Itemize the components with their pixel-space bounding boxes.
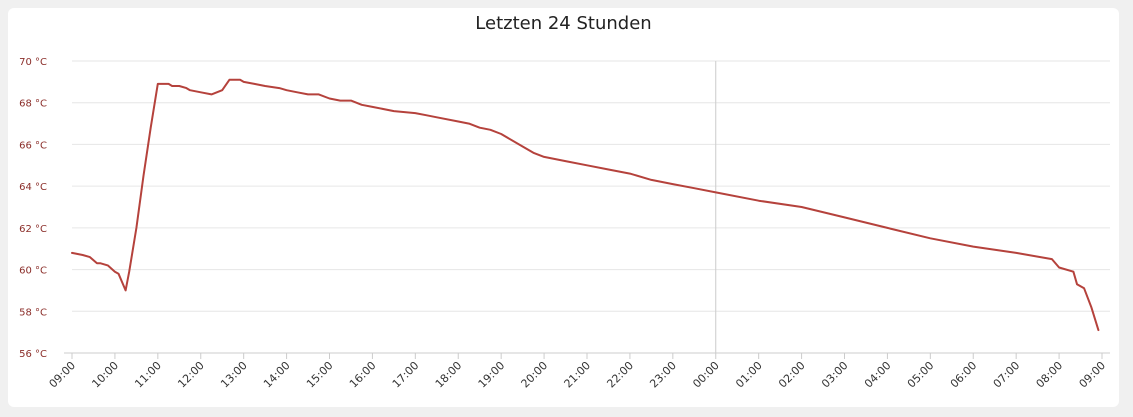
series-layer bbox=[71, 78, 1100, 332]
x-tick-label: 06:00 bbox=[948, 359, 980, 391]
axes bbox=[64, 61, 1110, 359]
y-axis-labels: 56 °C 58 °C 60 °C 62 °C 64 °C 66 °C 68 °C 70 °C bbox=[19, 57, 47, 360]
x-tick-label: 03:00 bbox=[819, 359, 851, 391]
x-tick-label: 09:00 bbox=[1077, 359, 1109, 391]
x-tick-label: 19:00 bbox=[476, 359, 508, 391]
x-tick-label: 00:00 bbox=[690, 359, 722, 391]
x-tick-label: 09:00 bbox=[47, 359, 79, 391]
y-tick-label: 58 °C bbox=[19, 307, 47, 318]
chart-title: Letzten 24 Stunden bbox=[475, 13, 652, 34]
x-tick-label: 07:00 bbox=[991, 359, 1023, 391]
x-tick-label: 04:00 bbox=[862, 359, 894, 391]
y-tick-label: 64 °C bbox=[19, 182, 47, 193]
x-tick-label: 14:00 bbox=[261, 359, 293, 391]
x-tick-label: 20:00 bbox=[519, 359, 551, 391]
y-tick-label: 56 °C bbox=[19, 349, 47, 360]
x-tick-label: 05:00 bbox=[905, 359, 937, 391]
x-tick-label: 17:00 bbox=[390, 359, 422, 391]
x-tick-label: 11:00 bbox=[132, 359, 164, 391]
y-tick-label: 62 °C bbox=[19, 224, 47, 235]
x-tick-label: 13:00 bbox=[218, 359, 250, 391]
x-tick-label: 16:00 bbox=[347, 359, 379, 391]
x-tick-label: 23:00 bbox=[647, 359, 679, 391]
x-tick-label: 15:00 bbox=[304, 359, 336, 391]
x-axis-labels: 09:00 10:00 11:00 12:00 13:00 14:00 15:00 16:00… bbox=[47, 359, 1109, 391]
series-line bbox=[71, 78, 1100, 332]
x-tick-label: 12:00 bbox=[175, 359, 207, 391]
y-tick-label: 66 °C bbox=[19, 140, 47, 151]
y-tick-label: 70 °C bbox=[19, 57, 47, 68]
x-tick-label: 18:00 bbox=[433, 359, 465, 391]
y-tick-label: 68 °C bbox=[19, 99, 47, 110]
grid-lines bbox=[72, 60, 1110, 312]
x-tick-label: 21:00 bbox=[562, 359, 594, 391]
x-tick-label: 02:00 bbox=[776, 359, 808, 391]
x-tick-label: 01:00 bbox=[733, 359, 765, 391]
x-tick-label: 08:00 bbox=[1034, 359, 1066, 391]
y-tick-label: 60 °C bbox=[19, 266, 47, 277]
chart-card bbox=[8, 8, 1119, 407]
x-tick-label: 10:00 bbox=[89, 359, 121, 391]
x-tick-label: 22:00 bbox=[604, 359, 636, 391]
